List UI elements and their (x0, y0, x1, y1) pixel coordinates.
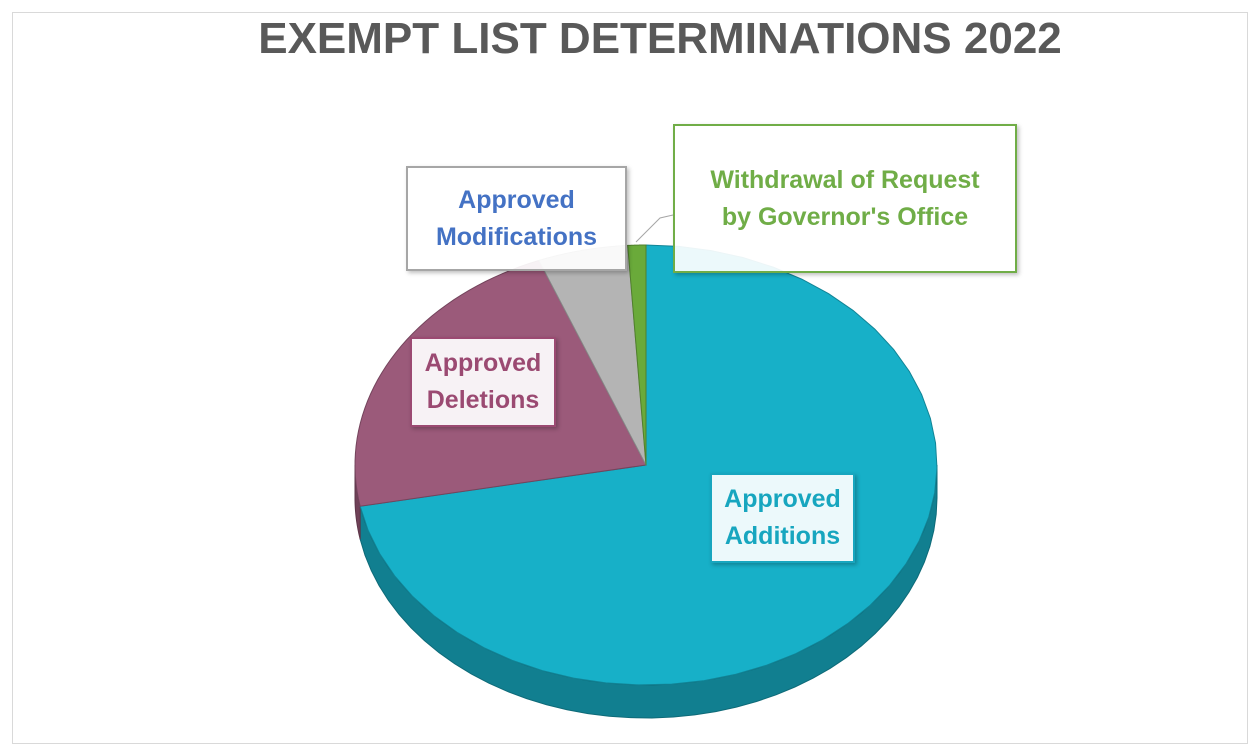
data-label: Withdrawal of Request by Governor's Offi… (673, 124, 1017, 273)
leader-line (635, 214, 674, 243)
pie-slice (359, 244, 938, 686)
data-label: Approved Modifications (406, 166, 627, 271)
pie (354, 244, 938, 719)
data-label: Approved Additions (710, 473, 855, 563)
chart-title: EXEMPT LIST DETERMINATIONS 2022 (258, 14, 1062, 63)
data-label: Approved Deletions (410, 337, 556, 427)
pie-slice (627, 244, 647, 466)
